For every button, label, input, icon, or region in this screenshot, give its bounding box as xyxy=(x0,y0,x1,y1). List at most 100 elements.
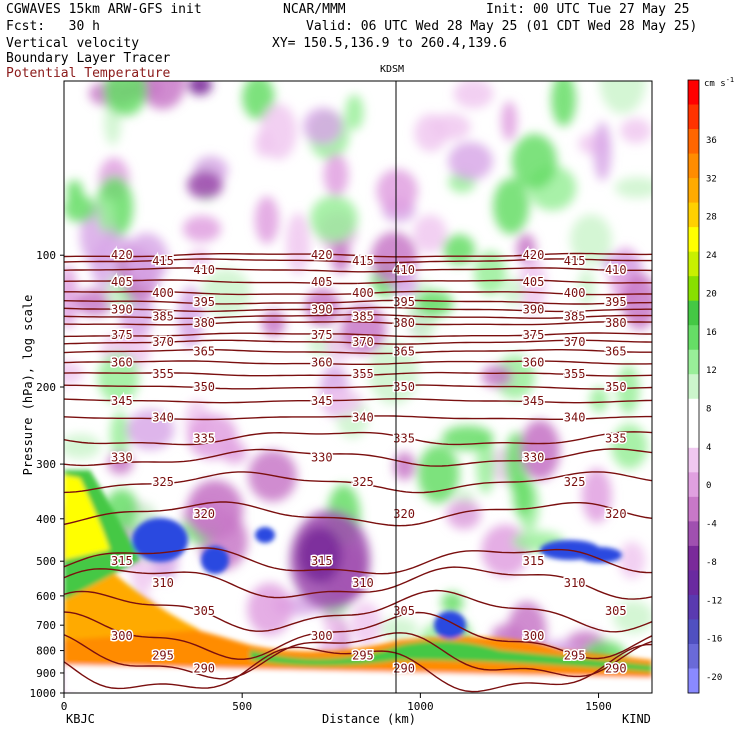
colorbar-swatch xyxy=(688,202,699,228)
theta-contour-340 xyxy=(64,415,652,421)
valid-time: Valid: 06 UTC Wed 28 May 25 (01 CDT Wed … xyxy=(306,19,698,34)
velocity-cell xyxy=(443,234,476,265)
theta-contour-label: 320 xyxy=(393,507,415,521)
boundary-layer-tracer xyxy=(255,527,275,543)
velocity-cell xyxy=(247,582,293,636)
theta-contour-label: 385 xyxy=(564,309,586,323)
y-tick-label: 500 xyxy=(36,555,56,568)
velocity-cell xyxy=(261,310,286,337)
theta-contour-label: 360 xyxy=(523,356,545,370)
theta-contour-295 xyxy=(64,632,652,680)
colorbar-units: cm s-1 xyxy=(704,76,735,89)
org-title: NCAR/MMM xyxy=(283,2,346,17)
velocity-cell xyxy=(188,81,212,95)
theta-contour-label: 325 xyxy=(152,475,174,489)
theta-contour-label: 325 xyxy=(564,475,586,489)
colorbar-label: 16 xyxy=(706,328,717,338)
right-station-label: KIND xyxy=(622,712,651,726)
velocity-cell xyxy=(242,81,275,120)
velocity-cell xyxy=(304,288,340,327)
theta-contour-label: 375 xyxy=(523,328,545,342)
colorbar-label: 36 xyxy=(706,136,717,146)
velocity-cell xyxy=(494,354,536,399)
theta-contour-label: 295 xyxy=(352,648,374,662)
colorbar-swatch xyxy=(688,178,699,204)
theta-contour-label: 345 xyxy=(523,394,545,408)
colorbar-swatch xyxy=(688,447,699,473)
theta-contour-330 xyxy=(64,448,652,467)
velocity-cell xyxy=(614,177,652,199)
velocity-cell xyxy=(414,113,448,152)
theta-contour-label: 390 xyxy=(111,302,133,316)
theta-contour-label: 330 xyxy=(311,451,333,465)
theta-contour-label: 295 xyxy=(152,648,174,662)
colorbar-frame xyxy=(687,79,700,694)
velocity-cell xyxy=(448,141,493,181)
theta-contour-label: 380 xyxy=(393,316,415,330)
colorbar-swatch xyxy=(688,521,699,547)
velocity-cell xyxy=(97,352,140,404)
colorbar: 36 32 28 24 20 16 12 8 4 0 -4 -8 -12 -16 -20 xyxy=(687,79,722,694)
theta-contour-label: 330 xyxy=(111,451,133,465)
boundary-layer-tracer xyxy=(578,547,622,563)
theta-contour-label: 320 xyxy=(193,507,215,521)
theta-contour-415 xyxy=(64,258,652,264)
theta-contour-label: 355 xyxy=(564,367,586,381)
theta-contour-label: 385 xyxy=(352,309,374,323)
y-tick-label: 400 xyxy=(36,513,56,526)
cross-section-xy: XY= 150.5,136.9 to 260.4,139.6 xyxy=(272,36,507,51)
theta-contour-label: 350 xyxy=(605,380,627,394)
colorbar-label: 8 xyxy=(706,405,711,415)
field-boundary-layer-tracer: Boundary Layer Tracer xyxy=(6,51,171,66)
theta-contour-405 xyxy=(64,279,652,285)
boundary-layer-tracer xyxy=(64,470,200,640)
theta-contour-label: 400 xyxy=(352,286,374,300)
velocity-cell xyxy=(187,413,238,460)
colorbar-swatch xyxy=(688,668,699,694)
velocity-cell xyxy=(601,252,643,274)
theta-contour-label: 380 xyxy=(605,316,627,330)
colorbar-swatch xyxy=(688,276,699,302)
theta-contour-label: 335 xyxy=(193,431,215,445)
colorbar-swatch xyxy=(688,619,699,645)
colorbar-label: 28 xyxy=(706,213,717,223)
y-tick-label: 300 xyxy=(36,458,56,471)
velocity-cell xyxy=(182,215,222,242)
y-tick-label: 800 xyxy=(36,645,56,658)
colorbar-label: 20 xyxy=(706,289,717,299)
velocity-cell xyxy=(319,388,363,416)
velocity-cell xyxy=(493,178,530,235)
colorbar-label: 32 xyxy=(706,174,717,184)
velocity-cell xyxy=(476,435,495,494)
colorbar-label: 4 xyxy=(706,443,711,453)
theta-contour-label: 410 xyxy=(393,263,415,277)
velocity-cell xyxy=(581,468,612,523)
field-vertical-velocity: Vertical velocity xyxy=(6,36,140,51)
x-tick-label: 1000 xyxy=(407,700,434,713)
colorbar-swatch xyxy=(688,570,699,596)
velocity-cell xyxy=(97,196,115,232)
model-title: CGWAVES 15km ARW-GFS init xyxy=(6,2,202,17)
colorbar-label: -20 xyxy=(706,673,722,683)
theta-contour-label: 300 xyxy=(523,629,545,643)
colorbar-label: -12 xyxy=(706,596,722,606)
theta-contour-380 xyxy=(64,321,652,326)
theta-contour-315 xyxy=(64,547,652,575)
velocity-cell xyxy=(341,303,387,355)
theta-contour-label: 355 xyxy=(352,367,374,381)
theta-contour-label: 360 xyxy=(311,356,333,370)
colorbar-swatch xyxy=(688,496,699,522)
theta-contour-320 xyxy=(64,501,652,527)
theta-contour-label: 420 xyxy=(111,248,133,262)
theta-contour-label: 405 xyxy=(523,275,545,289)
velocity-cell xyxy=(126,409,175,450)
theta-contour-label: 315 xyxy=(523,554,545,568)
velocity-cell xyxy=(187,480,243,540)
velocity-cell xyxy=(303,107,343,145)
velocity-cell xyxy=(501,101,518,141)
theta-contour-390 xyxy=(64,306,652,313)
theta-contour-label: 400 xyxy=(152,286,174,300)
theta-contour-335 xyxy=(64,431,652,446)
colorbar-label: -4 xyxy=(706,520,717,530)
